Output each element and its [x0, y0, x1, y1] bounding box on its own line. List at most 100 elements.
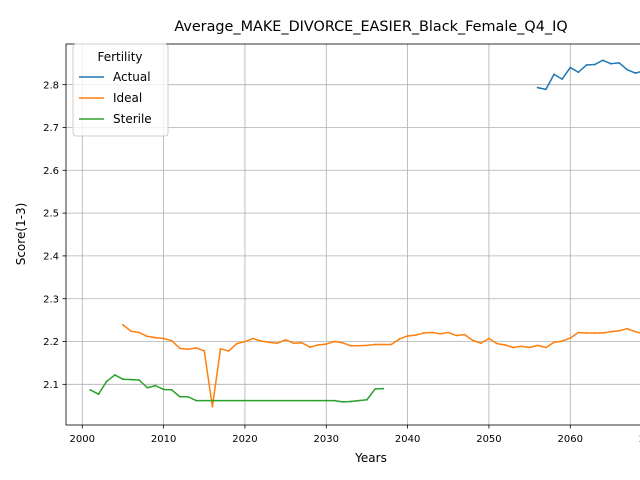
data-point-sterile	[89, 389, 92, 391]
data-point-actual	[569, 66, 572, 69]
data-point-sterile	[349, 400, 352, 403]
data-point-sterile	[309, 399, 311, 402]
data-point-sterile	[113, 374, 116, 376]
x-tick-label: 2050	[476, 434, 501, 445]
data-point-ideal	[268, 341, 271, 344]
data-point-ideal	[284, 338, 287, 341]
data-point-ideal	[374, 343, 376, 346]
data-point-ideal	[244, 340, 246, 343]
data-point-actual	[601, 59, 604, 62]
data-point-actual	[561, 78, 564, 80]
data-point-ideal	[154, 336, 157, 339]
data-point-ideal	[406, 335, 409, 337]
data-point-actual	[593, 63, 596, 66]
x-tick-label: 2000	[70, 434, 95, 445]
x-tick-label: 2010	[151, 434, 176, 445]
data-point-actual	[585, 64, 588, 66]
data-point-ideal	[219, 347, 222, 350]
data-point-sterile	[374, 388, 376, 390]
y-tick-label: 2.3	[43, 294, 59, 305]
data-point-ideal	[235, 342, 238, 345]
data-point-ideal	[447, 331, 450, 334]
data-point-ideal	[390, 343, 393, 346]
data-point-sterile	[382, 387, 385, 390]
data-point-ideal	[577, 331, 580, 334]
data-point-actual	[536, 86, 539, 89]
plot-frame	[65, 43, 640, 426]
data-point-ideal	[618, 329, 620, 332]
data-point-ideal	[325, 343, 328, 345]
series-actual	[536, 59, 640, 91]
data-point-sterile	[317, 399, 320, 402]
data-point-sterile	[252, 399, 254, 402]
data-point-ideal	[366, 344, 368, 347]
data-point-ideal	[431, 331, 433, 334]
y-tick-label: 2.4	[43, 252, 59, 263]
data-point-ideal	[122, 323, 124, 326]
data-point-ideal	[276, 342, 279, 345]
legend-items: Actual Ideal Sterile	[79, 70, 152, 126]
data-point-sterile	[227, 399, 230, 402]
data-point-ideal	[195, 347, 198, 349]
data-point-sterile	[325, 399, 328, 402]
data-point-ideal	[382, 343, 385, 346]
data-point-ideal	[227, 350, 230, 352]
data-point-sterile	[268, 399, 271, 402]
data-point-actual	[544, 88, 547, 91]
data-point-ideal	[553, 341, 555, 344]
y-tick-label: 2.6	[43, 166, 59, 177]
data-point-sterile	[260, 399, 263, 402]
data-point-ideal	[422, 332, 425, 334]
data-point-sterile	[219, 399, 222, 402]
data-point-sterile	[244, 399, 246, 402]
data-point-ideal	[333, 340, 336, 343]
series-ideal	[121, 323, 640, 408]
data-point-ideal	[300, 341, 303, 344]
data-point-sterile	[122, 378, 124, 381]
data-point-ideal	[187, 348, 189, 351]
y-tick-label: 2.2	[43, 337, 59, 348]
y-axis-label: Score(1-3)	[14, 203, 28, 266]
data-point-actual	[626, 68, 629, 71]
series-sterile	[89, 374, 385, 403]
data-point-actual	[618, 61, 620, 64]
data-point-ideal	[536, 344, 539, 347]
x-axis-label: Years	[354, 451, 387, 465]
x-tick-label: 2060	[558, 434, 583, 445]
series-layer	[89, 59, 640, 408]
data-point-sterile	[146, 386, 149, 389]
data-point-ideal	[626, 327, 629, 330]
data-point-ideal	[610, 330, 612, 333]
data-point-ideal	[349, 344, 352, 347]
y-tick-label: 2.8	[43, 80, 59, 91]
data-point-ideal	[317, 344, 320, 346]
data-point-ideal	[211, 405, 214, 408]
data-point-sterile	[105, 380, 108, 383]
data-point-sterile	[284, 399, 287, 402]
data-point-ideal	[479, 342, 482, 345]
data-point-sterile	[203, 399, 206, 402]
data-point-ideal	[414, 334, 417, 336]
data-point-ideal	[162, 337, 165, 340]
legend-label-actual: Actual	[113, 70, 151, 84]
data-point-actual	[610, 62, 612, 65]
data-point-ideal	[130, 330, 132, 333]
data-point-ideal	[252, 337, 254, 340]
data-point-ideal	[341, 341, 344, 344]
data-point-sterile	[187, 395, 189, 398]
y-axis: 2.1 2.2 2.3 2.4 2.5 2.6 2.7 2.8	[43, 80, 66, 391]
data-point-ideal	[170, 339, 173, 342]
data-point-sterile	[162, 388, 165, 391]
data-point-ideal	[260, 340, 263, 342]
data-point-sterile	[195, 399, 198, 402]
y-tick-label: 2.7	[43, 123, 59, 134]
data-point-ideal	[292, 342, 295, 345]
legend-item-actual: Actual	[79, 70, 151, 84]
data-point-sterile	[333, 399, 336, 402]
y-tick-label: 2.1	[43, 380, 59, 391]
data-point-ideal	[569, 337, 572, 339]
data-point-ideal	[504, 344, 507, 346]
series-line-ideal	[121, 323, 640, 408]
data-point-ideal	[203, 350, 206, 352]
